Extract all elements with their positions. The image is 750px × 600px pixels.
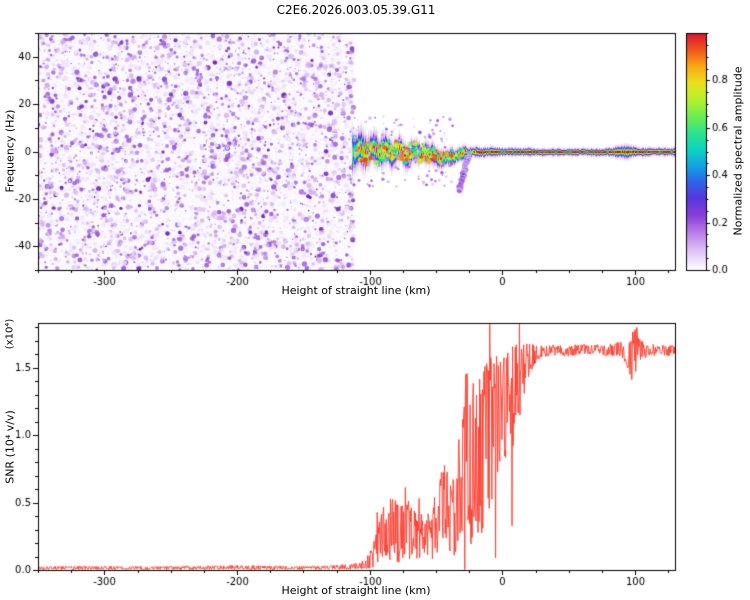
- spectrogram-yaxis-label: Frequency (Hz): [3, 109, 17, 193]
- colorbar-label: Normalized spectral amplitude: [731, 66, 745, 236]
- spectrogram-canvas: [0, 0, 750, 310]
- spectrogram-xaxis-label: Height of straight line (km): [281, 284, 431, 297]
- snr-xaxis-label: Height of straight line (km): [281, 584, 431, 597]
- plot-title: C2E6.2026.003.05.39.G11: [276, 3, 436, 17]
- snr-canvas: [0, 310, 750, 600]
- snr-yaxis-scale-note: (x10⁴): [4, 318, 16, 350]
- snr-yaxis-label: SNR (10⁴ v/v): [3, 410, 17, 484]
